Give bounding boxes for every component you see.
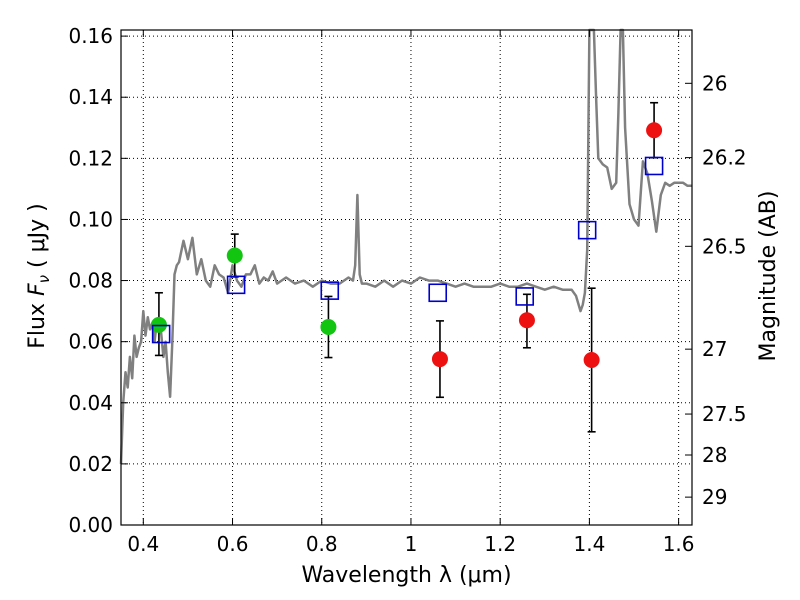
y-tick-label: 0.08 bbox=[68, 269, 113, 293]
y-tick-label: 0.00 bbox=[68, 513, 113, 537]
mag-tick-label: 29 bbox=[702, 485, 727, 509]
y-axis-label-subscript: ν bbox=[35, 275, 53, 283]
data-point-red bbox=[518, 312, 535, 329]
data-point-red bbox=[583, 352, 600, 368]
x-tick-label: 1 bbox=[405, 532, 418, 556]
x-tick-label: 1.4 bbox=[573, 532, 605, 556]
mag-tick-label: 26 bbox=[702, 71, 727, 95]
model-point-square bbox=[226, 275, 246, 295]
data-point-green bbox=[320, 319, 337, 335]
x-tick-label: 1.6 bbox=[663, 532, 695, 556]
errorbar-layer bbox=[154, 101, 659, 433]
y-axis-label-symbol: F bbox=[25, 283, 50, 296]
y-axis-label: Flux Fν ( μJy ) bbox=[25, 203, 53, 348]
mag-tick-label: 28 bbox=[702, 443, 727, 467]
x-tick-label: 0.4 bbox=[127, 532, 159, 556]
grid-lines bbox=[121, 30, 692, 525]
model-point-square bbox=[428, 283, 448, 303]
marker-layer bbox=[150, 122, 664, 368]
y-tick-label: 0.14 bbox=[68, 85, 113, 109]
y-tick-label: 0.02 bbox=[68, 452, 113, 476]
data-point-red bbox=[646, 122, 663, 139]
spectrum-layer bbox=[119, 28, 692, 464]
model-point-square bbox=[151, 324, 171, 344]
data-point-green bbox=[226, 247, 243, 264]
mag-tick-label: 26.5 bbox=[702, 234, 747, 258]
tick-layer: 0.4 0.6 0.8 1 1.2 1.4 1.6 0.00 0.02 0.04 0.06 0.08 0… bbox=[68, 24, 746, 556]
x-tick-label: 0.6 bbox=[217, 532, 249, 556]
y-axis-label-suffix: ( μJy ) bbox=[25, 203, 50, 275]
mag-tick-label: 27.5 bbox=[702, 402, 747, 426]
model-point-square bbox=[577, 220, 597, 240]
plot-frame bbox=[120, 29, 693, 526]
mag-tick-label: 26.2 bbox=[702, 146, 747, 170]
x-axis-label: Wavelength λ (μm) bbox=[301, 563, 511, 588]
x-tick-label: 1.2 bbox=[484, 532, 516, 556]
x-tick-label: 0.8 bbox=[306, 532, 338, 556]
y-tick-label: 0.04 bbox=[68, 391, 113, 415]
y2-axis-label: Magnitude (AB) bbox=[756, 191, 781, 362]
model-point-square bbox=[644, 156, 664, 176]
mag-tick-label: 27 bbox=[702, 337, 727, 361]
y-tick-label: 0.06 bbox=[68, 330, 113, 354]
y-tick-label: 0.10 bbox=[68, 207, 113, 231]
model-point-square bbox=[320, 281, 340, 300]
data-point-red bbox=[431, 351, 448, 368]
y-axis-label-prefix: Flux bbox=[25, 296, 50, 349]
model-spectrum-line bbox=[119, 28, 692, 464]
y-tick-label: 0.16 bbox=[68, 24, 113, 48]
model-point-square bbox=[515, 287, 535, 306]
y-tick-label: 0.12 bbox=[68, 146, 113, 170]
